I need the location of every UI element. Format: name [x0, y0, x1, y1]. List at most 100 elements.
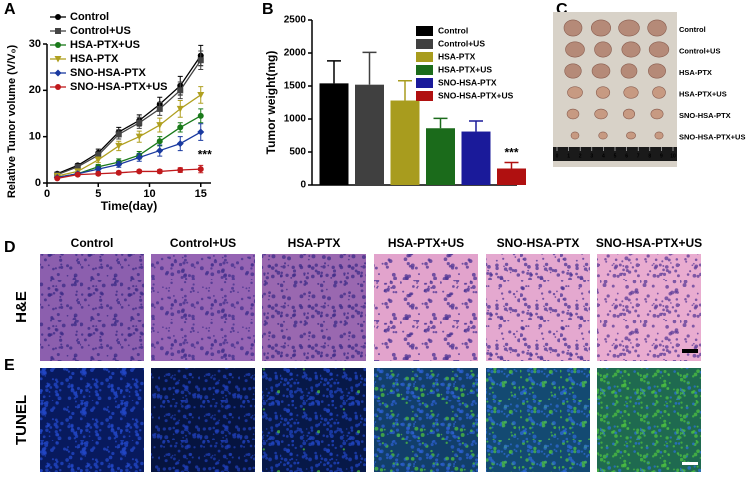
y-axis-label: Relative Tumor volume (V/V₀) — [6, 45, 18, 199]
series-line — [57, 94, 202, 177]
marker — [115, 142, 123, 150]
legend-marker — [55, 28, 61, 34]
row-label: TUNEL — [13, 395, 30, 445]
tumor — [566, 108, 580, 120]
error-bar — [504, 161, 519, 169]
marker — [177, 124, 184, 131]
x-tick-label: 5 — [95, 188, 101, 200]
tumor — [570, 131, 580, 140]
marker — [115, 160, 123, 168]
he-image — [486, 254, 590, 361]
error-bar — [469, 120, 483, 132]
error-bar — [362, 51, 377, 85]
y-tick-label: 10 — [29, 131, 41, 143]
tumor — [621, 41, 641, 58]
tumor — [654, 131, 664, 140]
marker — [156, 168, 163, 175]
legend-swatch — [416, 91, 433, 101]
y-tick-label: 1000 — [284, 114, 307, 125]
tunel-image — [374, 368, 478, 472]
legend-label: HSA-PTX — [70, 53, 119, 65]
tumor — [648, 63, 666, 79]
tunel-image — [151, 368, 255, 472]
ruler — [553, 147, 677, 161]
y-tick-label: 500 — [289, 147, 306, 158]
photo-label: HSA-PTX+US — [679, 89, 727, 98]
legend-label: SNO-HSA-PTX+US — [438, 90, 514, 100]
tumor — [567, 86, 583, 99]
marker — [176, 105, 184, 113]
marker — [95, 152, 102, 159]
tunel-image — [262, 368, 366, 472]
marker — [197, 91, 205, 99]
y-tick-label: 20 — [29, 84, 41, 96]
photo-label: SNO-HSA-PTX+US — [679, 132, 745, 141]
legend-label: HSA-PTX — [438, 51, 476, 61]
tumor — [594, 108, 608, 120]
marker — [135, 133, 143, 141]
column-heading: Control — [71, 236, 114, 250]
tumor — [565, 41, 585, 58]
column-heading: Control+US — [170, 236, 236, 250]
ruler-label: 7 — [637, 153, 640, 159]
marker — [95, 170, 102, 177]
marker — [197, 57, 204, 64]
error-bar — [433, 117, 448, 129]
marker — [74, 171, 81, 178]
column-heading: SNO-HSA-PTX+US — [596, 236, 702, 250]
y-tick-label: 0 — [35, 177, 41, 189]
marker — [136, 119, 143, 126]
bar — [355, 84, 384, 185]
bar — [497, 168, 526, 185]
legend-label: HSA-PTX+US — [438, 64, 492, 74]
tumor — [595, 86, 611, 99]
marker — [136, 168, 143, 175]
scale-bar — [682, 349, 698, 353]
bar — [390, 100, 420, 185]
marker — [156, 105, 163, 112]
panel-label: E — [4, 357, 15, 374]
tumor — [622, 108, 636, 120]
tumor — [648, 41, 670, 58]
column-heading: SNO-HSA-PTX — [497, 236, 580, 250]
tumor — [563, 19, 583, 37]
marker — [135, 154, 143, 162]
row-label: H&E — [13, 291, 30, 323]
bar — [426, 128, 455, 185]
y-tick-label: 1500 — [284, 81, 307, 92]
x-tick-label: 0 — [44, 188, 50, 200]
panel-label: A — [4, 1, 16, 18]
marker — [94, 165, 102, 173]
ruler-label: 9 — [660, 153, 663, 159]
annotation: *** — [504, 146, 518, 160]
legend-swatch — [416, 52, 433, 62]
legend-label: Control — [70, 11, 109, 23]
tumor — [647, 19, 667, 37]
tumor — [564, 63, 582, 79]
scale-bar — [682, 462, 698, 465]
y-tick-label: 2500 — [284, 15, 307, 26]
legend-label: SNO-HSA-PTX — [70, 67, 146, 79]
panel-label: B — [262, 1, 274, 18]
photo-label: Control — [679, 25, 706, 34]
tumor — [623, 86, 639, 99]
tunel-image — [486, 368, 590, 472]
legend-marker — [55, 84, 61, 90]
marker — [197, 128, 205, 136]
he-image — [374, 254, 478, 361]
tumor — [594, 41, 612, 58]
marker — [176, 140, 184, 148]
series-line — [57, 55, 202, 175]
series-line — [57, 168, 201, 180]
ruler-label: 4 — [602, 153, 605, 159]
marker — [156, 122, 164, 129]
x-tick-label: 15 — [195, 188, 207, 200]
y-tick-label: 30 — [29, 38, 41, 50]
legend-marker — [55, 42, 61, 48]
marker — [156, 138, 163, 145]
legend-label: SNO-HSA-PTX+US — [70, 81, 168, 93]
y-axis-label: Tumor weight(mg) — [264, 51, 278, 155]
column-heading: HSA-PTX — [288, 236, 341, 250]
legend-marker — [54, 69, 62, 77]
marker — [54, 175, 61, 182]
